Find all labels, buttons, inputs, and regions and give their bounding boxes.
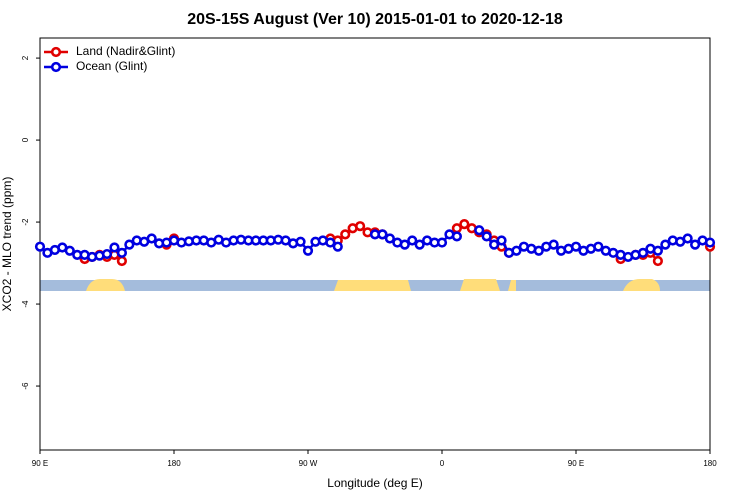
point (593, 241, 604, 252)
legend-label: Ocean (Glint) (76, 59, 147, 73)
legend-marker (50, 61, 62, 73)
point (570, 241, 582, 252)
point (481, 231, 492, 242)
x-tick-label: 180 (703, 459, 717, 468)
point (116, 247, 127, 258)
x-tick-label: 90 E (568, 459, 584, 468)
y-tick-label: -6 (21, 382, 30, 390)
point (124, 239, 135, 250)
x-tick-label: 0 (440, 459, 445, 468)
point (690, 239, 701, 250)
point (355, 221, 366, 232)
point (511, 245, 522, 256)
point (109, 242, 120, 253)
point (704, 237, 716, 248)
legend-marker (50, 46, 62, 58)
point (302, 245, 314, 256)
point (146, 233, 157, 244)
point (459, 219, 470, 230)
surface-strip (40, 279, 710, 291)
land-strip (460, 279, 500, 291)
point (340, 229, 351, 240)
y-tick-label: -4 (21, 300, 30, 308)
chart-title: 20S-15S August (Ver 10) 2015-01-01 to 20… (187, 11, 563, 28)
point (116, 255, 127, 267)
point (474, 225, 485, 236)
point (682, 233, 693, 244)
point (407, 235, 418, 246)
point (660, 239, 671, 250)
x-tick-label: 90 W (299, 459, 318, 468)
y-tick-label: 0 (21, 137, 30, 142)
point (414, 239, 425, 250)
point (637, 247, 649, 258)
x-tick-label: 90 E (32, 459, 48, 468)
point (377, 229, 388, 240)
y-axis-label: XCO2 - MLO trend (ppm) (0, 177, 14, 312)
point (101, 248, 113, 260)
point (325, 237, 336, 248)
point (384, 233, 395, 244)
point (34, 241, 46, 252)
point (533, 245, 544, 256)
point (332, 241, 343, 252)
point (548, 239, 559, 250)
point (436, 237, 448, 248)
point (399, 239, 410, 250)
land-strip (334, 280, 411, 291)
point (652, 245, 663, 256)
point (489, 239, 500, 250)
x-axis-label: Longitude (deg E) (327, 476, 422, 490)
point (451, 231, 462, 242)
legend-label: Land (Nadir&Glint) (76, 44, 175, 58)
y-tick-label: -2 (21, 218, 30, 226)
point (64, 245, 75, 256)
point (652, 255, 663, 267)
land-strip (508, 280, 516, 291)
point (496, 235, 507, 246)
land-strip (623, 279, 660, 291)
land-strip (86, 279, 125, 291)
point (295, 236, 306, 247)
x-tick-label: 180 (167, 459, 181, 468)
y-tick-label: 2 (21, 55, 30, 60)
